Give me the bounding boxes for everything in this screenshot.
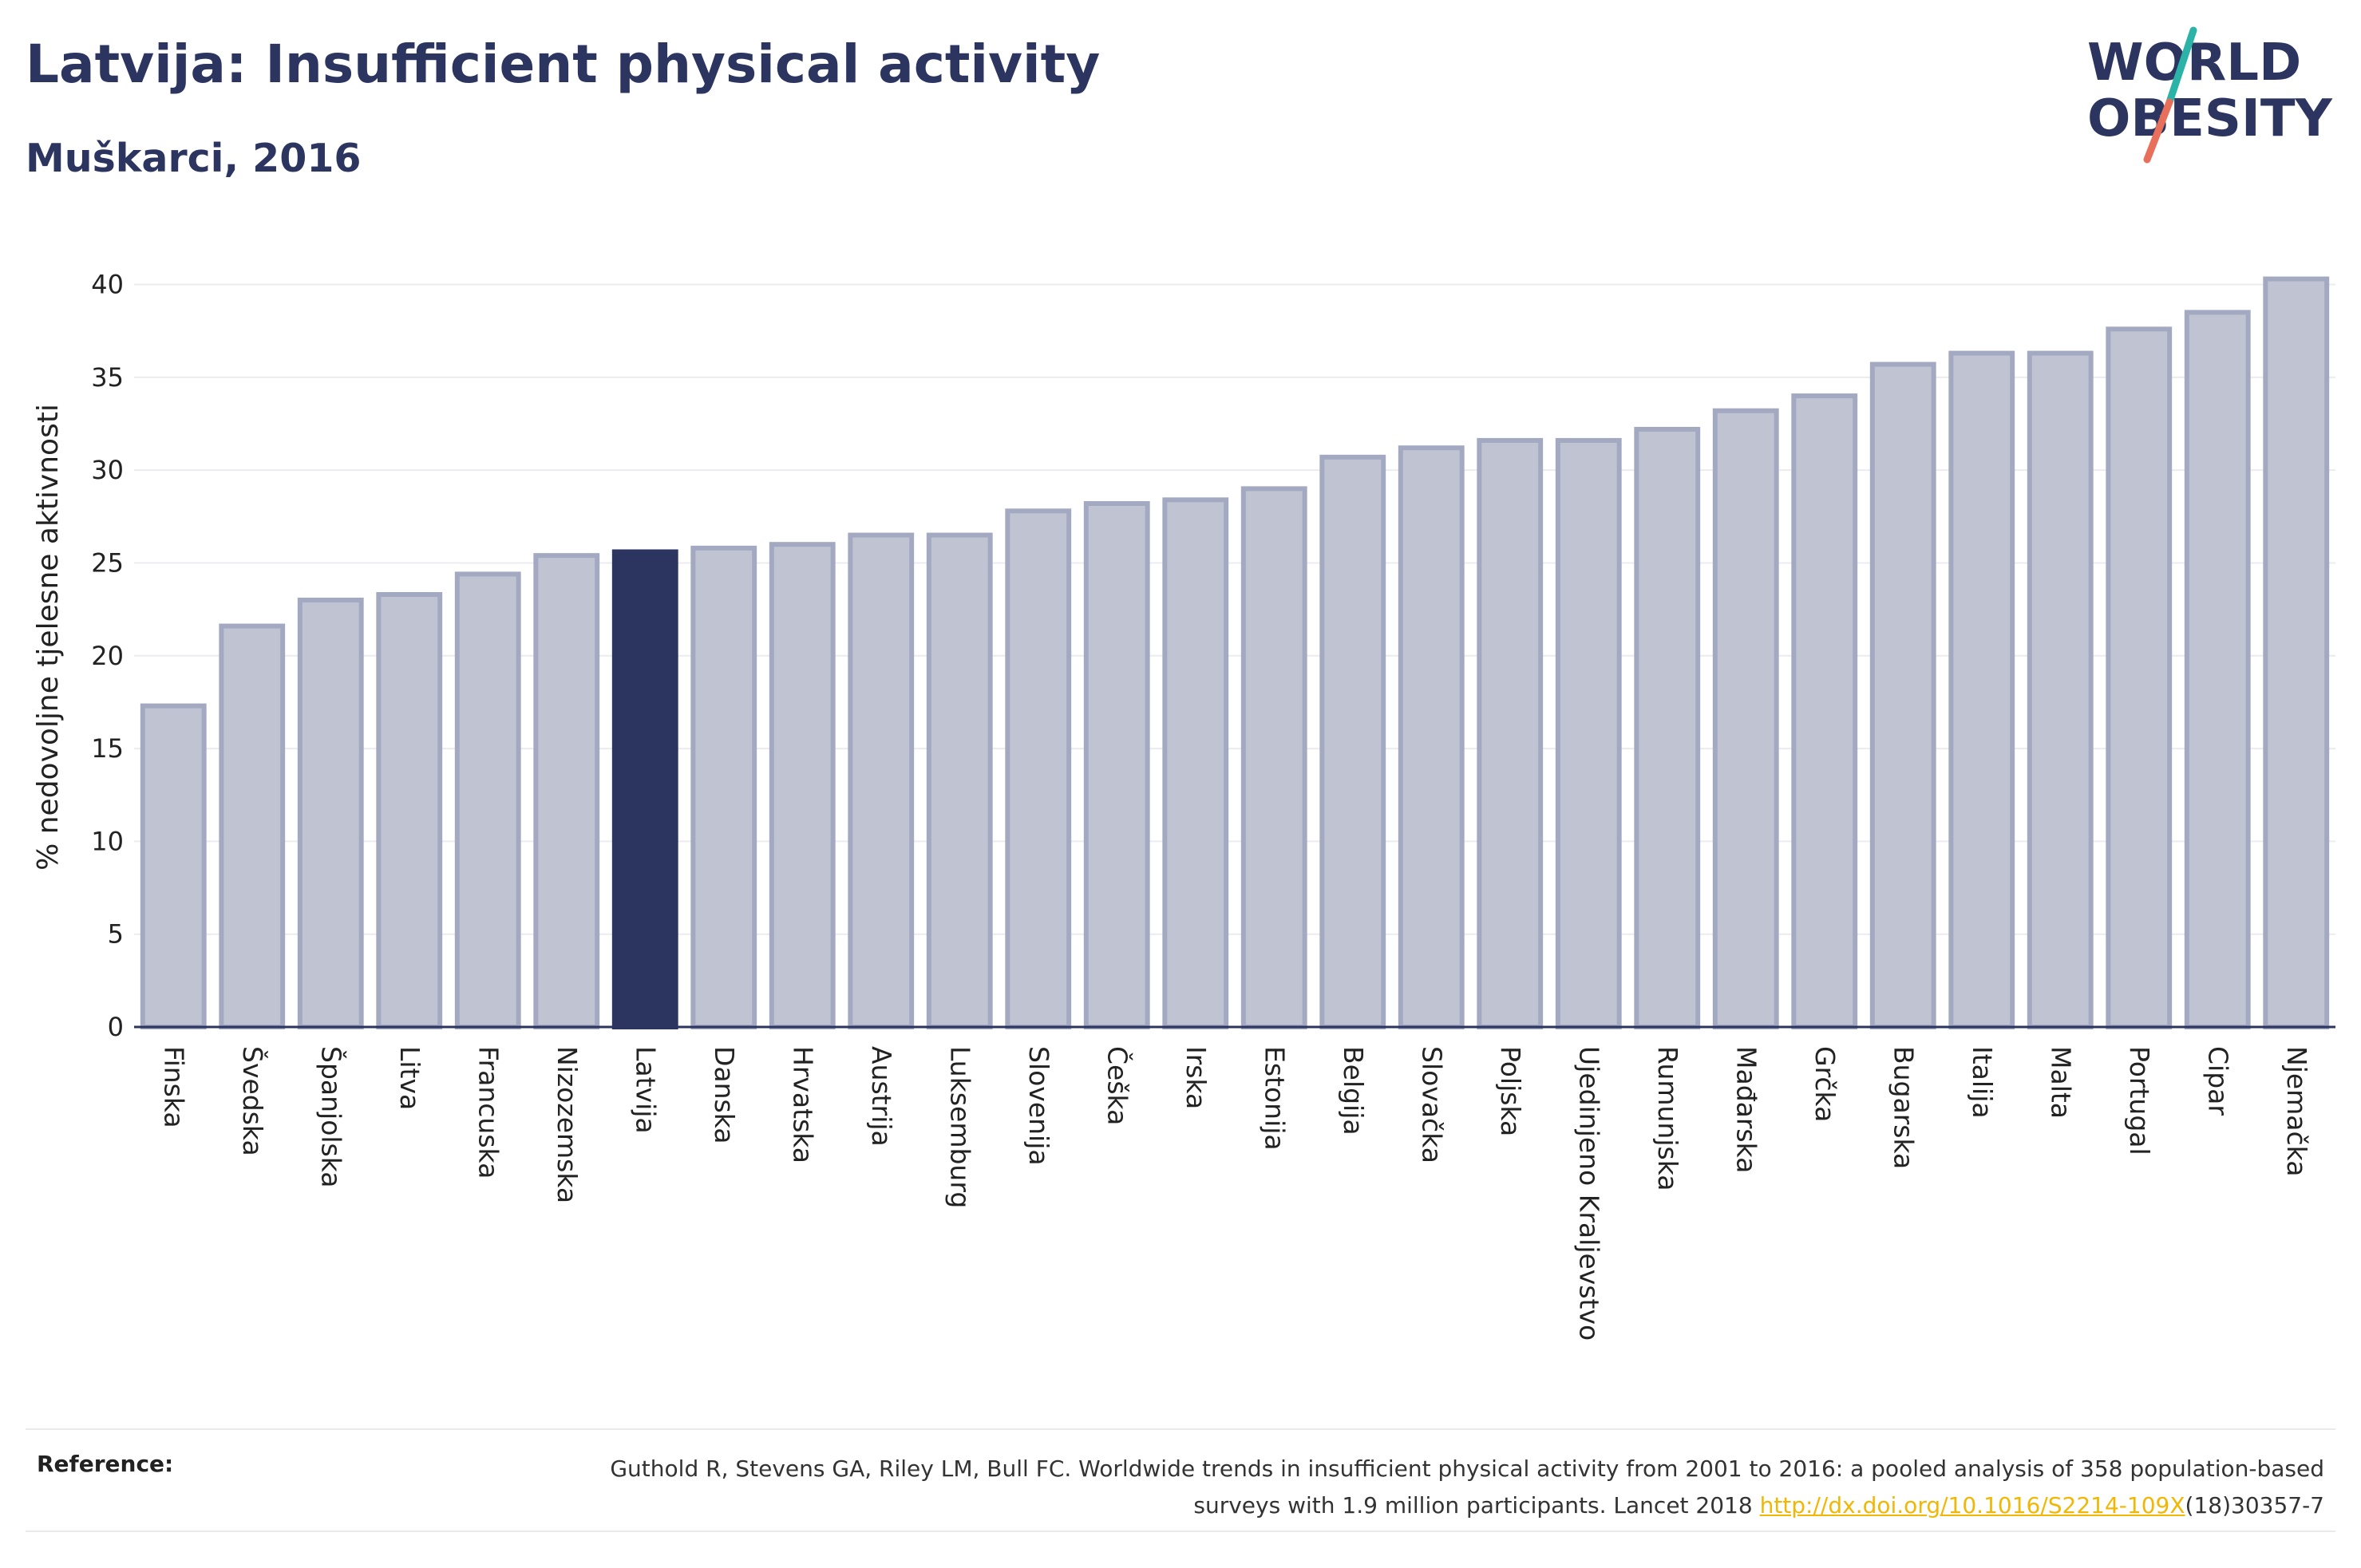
reference-doi-link[interactable]: http://dx.doi.org/10.1016/S2214-109X	[1759, 1492, 2185, 1519]
x-tick-label: Austrija	[866, 1046, 897, 1147]
bar	[2027, 350, 2094, 1030]
bar	[1791, 393, 1858, 1030]
bar	[140, 703, 207, 1029]
x-tick-label: Slovačka	[1416, 1046, 1447, 1163]
y-tick-label: 30	[91, 455, 124, 485]
bar	[1477, 437, 1544, 1029]
y-tick-label: 20	[91, 641, 124, 671]
bar	[1162, 497, 1229, 1029]
x-tick-label: Finska	[158, 1046, 189, 1128]
x-tick-label: Češka	[1101, 1046, 1133, 1125]
y-axis-label: % nedovoljne tjelesne aktivnosti	[32, 404, 65, 871]
bar	[690, 545, 757, 1029]
bar	[1319, 454, 1386, 1029]
bar	[1948, 350, 2015, 1030]
logo-slash-teal	[2165, 26, 2197, 106]
bar	[926, 532, 993, 1029]
x-tick-label: Italija	[1967, 1046, 1998, 1119]
x-tick-label: Njemačka	[2281, 1046, 2312, 1176]
bar	[848, 532, 915, 1029]
reference-section: Reference: Guthold R, Stevens GA, Riley …	[26, 1428, 2335, 1532]
y-tick-label: 5	[108, 919, 124, 950]
bar	[1398, 445, 1465, 1029]
bar	[533, 553, 600, 1029]
x-tick-label: Danska	[709, 1046, 740, 1144]
x-tick-label: Nizozemska	[552, 1046, 583, 1203]
bar	[1712, 408, 1779, 1029]
bar	[1083, 501, 1150, 1029]
y-tick-label: 10	[91, 826, 124, 856]
bar	[1005, 508, 1072, 1029]
bar	[2184, 310, 2251, 1029]
bar	[1634, 426, 1701, 1029]
x-tick-label: Estonija	[1259, 1046, 1290, 1151]
bar	[297, 597, 364, 1029]
x-tick-label: Španjolska	[315, 1046, 347, 1188]
x-tick-label: Bugarska	[1888, 1046, 1919, 1169]
x-tick-label: Malta	[2045, 1046, 2076, 1119]
bar	[611, 549, 678, 1029]
bar	[1869, 361, 1936, 1029]
x-tick-label: Hrvatska	[787, 1046, 818, 1163]
bar	[376, 591, 443, 1029]
world-obesity-logo: WORLD OBESITY	[2087, 26, 2332, 164]
bar-chart: 0 5 10 15 20 25 30 35 40 % nedovoljne tjelesne ak…	[32, 270, 2335, 1341]
x-tick-label: Francuska	[473, 1046, 504, 1179]
y-tick-label: 40	[91, 270, 124, 300]
bar	[219, 623, 286, 1029]
reference-label: Reference:	[37, 1451, 174, 1477]
x-tick-label: Luksemburg	[944, 1046, 975, 1208]
x-tick-label: Litva	[394, 1046, 425, 1110]
bar	[769, 542, 836, 1029]
y-tick-label: 35	[91, 362, 124, 393]
reference-text: Guthold R, Stevens GA, Riley LM, Bull FC…	[568, 1451, 2324, 1524]
bar	[2263, 276, 2330, 1029]
x-tick-label: Cipar	[2202, 1046, 2233, 1116]
reference-citation: Guthold R, Stevens GA, Riley LM, Bull FC…	[610, 1455, 2324, 1519]
x-tick-label: Švedska	[237, 1046, 269, 1156]
bar	[1555, 437, 1622, 1029]
bar	[2106, 326, 2173, 1030]
x-tick-label: Grčka	[1809, 1046, 1841, 1122]
logo-line-world: WORLD	[2087, 34, 2301, 93]
x-tick-label: Ujedinjeno Kraljevstvo	[1573, 1046, 1604, 1341]
bar	[1240, 486, 1307, 1029]
y-tick-label: 0	[108, 1012, 124, 1042]
x-tick-label: Mađarska	[1730, 1046, 1762, 1173]
chart-subtitle: Muškarci, 2016	[26, 136, 362, 181]
bar	[454, 571, 521, 1029]
reference-doi-suffix: (18)30357-7	[2185, 1492, 2324, 1519]
x-tick-label: Slovenija	[1023, 1046, 1054, 1166]
x-tick-label: Rumunjska	[1652, 1046, 1683, 1191]
x-tick-label: Poljska	[1495, 1046, 1526, 1136]
x-tick-label: Portugal	[2124, 1046, 2155, 1155]
chart-title: Latvija: Insufficient physical activity	[26, 34, 1101, 95]
y-tick-label: 25	[91, 547, 124, 578]
x-tick-label: Irska	[1180, 1046, 1212, 1109]
logo-line-obesity: OBESITY	[2087, 89, 2332, 148]
y-tick-label: 15	[91, 733, 124, 764]
logo-slash-coral	[2143, 98, 2173, 164]
x-tick-label: Belgija	[1338, 1046, 1369, 1136]
x-tick-label: Latvija	[630, 1046, 661, 1134]
